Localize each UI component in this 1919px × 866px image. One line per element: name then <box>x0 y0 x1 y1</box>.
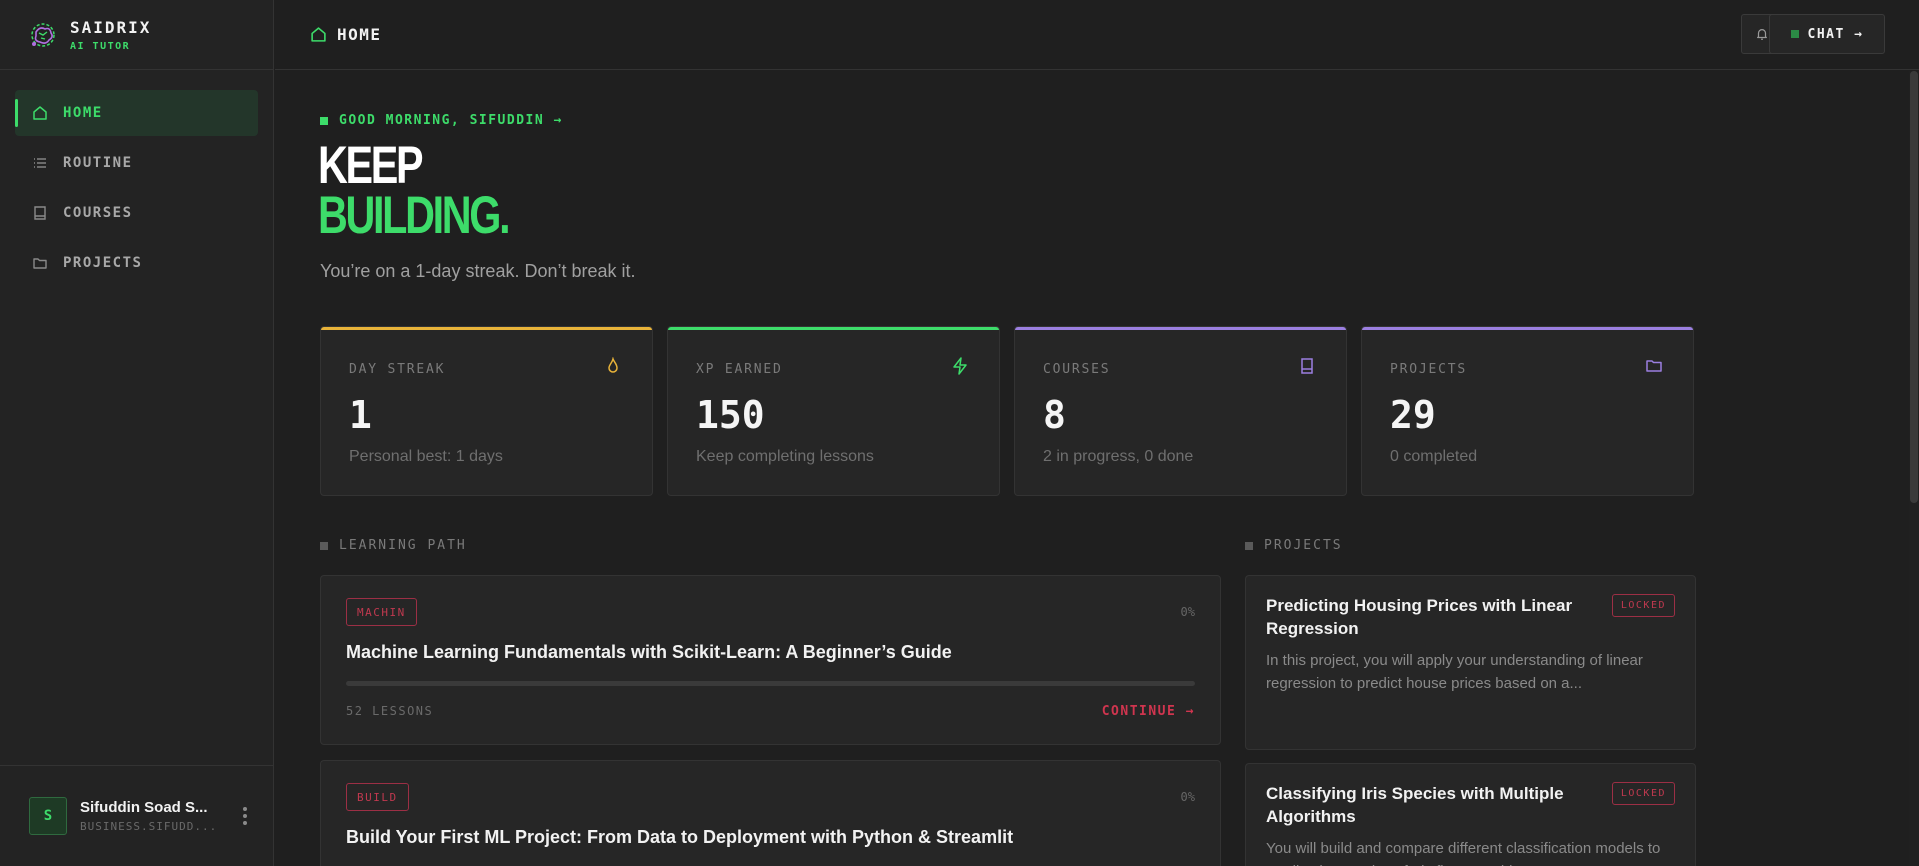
sidebar-item-home[interactable]: HOME <box>15 90 258 136</box>
list-icon <box>31 154 49 172</box>
stat-card-xp-earned: XP EARNED 150 Keep completing lessons <box>667 326 1000 496</box>
project-card[interactable]: Classifying Iris Species with Multiple A… <box>1245 763 1696 866</box>
course-percent: 0% <box>1180 790 1195 804</box>
hero-headline: KEEP BUILDING. <box>318 136 511 245</box>
stat-card-courses: COURSES 8 2 in progress, 0 done <box>1014 326 1347 496</box>
stat-title: XP EARNED <box>696 362 783 377</box>
stat-value: 150 <box>696 393 765 437</box>
course-title: Build Your First ML Project: From Data t… <box>346 827 1014 847</box>
sidebar-item-projects[interactable]: PROJECTS <box>15 240 258 286</box>
stat-value: 8 <box>1043 393 1066 437</box>
greeting: GOOD MORNING, SIFUDDIN → <box>320 113 563 128</box>
brand-name: SAIDRIX <box>70 17 152 37</box>
course-card[interactable]: MACHIN 0% Machine Learning Fundamentals … <box>320 575 1221 745</box>
streak-message: You’re on a 1-day streak. Don’t break it… <box>320 261 636 281</box>
stat-note: 2 in progress, 0 done <box>1043 448 1194 465</box>
locked-badge: LOCKED <box>1611 594 1675 617</box>
sidebar-item-courses[interactable]: COURSES <box>15 190 258 236</box>
projects-heading: PROJECTS <box>1245 538 1343 553</box>
hero-line-1: KEEP <box>318 136 424 195</box>
sidebar-item-label: COURSES <box>63 205 133 221</box>
home-icon <box>311 27 326 42</box>
topbar: HOME CHAT → <box>275 0 1919 70</box>
section-title: LEARNING PATH <box>339 538 467 553</box>
stat-title: DAY STREAK <box>349 362 446 377</box>
course-tag: MACHIN <box>346 598 417 626</box>
breadcrumb-label: HOME <box>337 25 382 44</box>
project-card[interactable]: Predicting Housing Prices with Linear Re… <box>1245 575 1696 750</box>
chat-button-label: CHAT → <box>1807 26 1864 42</box>
stat-accent-bar <box>1015 327 1346 330</box>
stat-note: Personal best: 1 days <box>349 448 503 465</box>
stat-card-projects: PROJECTS 29 0 completed <box>1361 326 1694 496</box>
stat-card-day-streak: DAY STREAK 1 Personal best: 1 days <box>320 326 653 496</box>
stat-value: 1 <box>349 393 372 437</box>
project-title: Classifying Iris Species with Multiple A… <box>1266 784 1564 826</box>
course-tag: BUILD <box>346 783 409 811</box>
flame-icon <box>608 357 618 373</box>
section-title: PROJECTS <box>1264 538 1343 553</box>
folder-icon <box>31 254 49 272</box>
main-content: GOOD MORNING, SIFUDDIN → KEEP BUILDING. … <box>275 71 1919 866</box>
lightning-icon <box>953 357 967 375</box>
continue-button[interactable]: CONTINUE → <box>1101 704 1195 719</box>
stat-title: PROJECTS <box>1390 362 1468 377</box>
greeting-marker <box>320 116 328 125</box>
sidebar-nav: HOME ROUTINE COURSES PROJECTS <box>0 70 273 286</box>
section-marker <box>1245 541 1253 550</box>
course-title: Machine Learning Fundamentals with Sciki… <box>346 642 952 662</box>
hero-line-2: BUILDING. <box>318 186 511 245</box>
status-dot <box>1790 30 1799 38</box>
learning-path-heading: LEARNING PATH <box>320 538 467 553</box>
user-name: Sifuddin Soad S... <box>80 799 208 816</box>
scrollbar[interactable] <box>1909 71 1919 866</box>
brand-subtitle: AI TUTOR <box>70 40 131 52</box>
avatar: S <box>29 797 67 835</box>
stat-note: 0 completed <box>1390 448 1478 465</box>
stat-title: COURSES <box>1043 362 1111 377</box>
chat-button[interactable]: CHAT → <box>1769 14 1885 54</box>
sidebar-item-routine[interactable]: ROUTINE <box>15 140 258 186</box>
user-profile[interactable]: S Sifuddin Soad S... BUSINESS.SIFUDD... <box>0 765 273 866</box>
stat-accent-bar <box>1362 327 1693 330</box>
project-title: Predicting Housing Prices with Linear Re… <box>1266 596 1573 638</box>
more-vertical-icon[interactable] <box>237 807 253 825</box>
sidebar-item-label: HOME <box>63 105 103 121</box>
stats-row: DAY STREAK 1 Personal best: 1 days XP EA… <box>320 326 1694 496</box>
stat-value: 29 <box>1390 393 1436 437</box>
home-icon <box>31 104 49 122</box>
user-email: BUSINESS.SIFUDD... <box>80 820 218 833</box>
stat-accent-bar <box>668 327 999 330</box>
breadcrumb: HOME <box>310 25 382 44</box>
book-icon <box>31 204 49 222</box>
stat-accent-bar <box>321 327 652 330</box>
locked-badge: LOCKED <box>1611 782 1675 805</box>
greeting-text: GOOD MORNING, SIFUDDIN → <box>339 113 563 128</box>
sidebar-item-label: ROUTINE <box>63 155 133 171</box>
course-card[interactable]: BUILD 0% Build Your First ML Project: Fr… <box>320 760 1221 866</box>
scrollbar-thumb[interactable] <box>1910 71 1918 503</box>
stat-note: Keep completing lessons <box>696 448 874 465</box>
folder-icon <box>1646 360 1662 372</box>
course-lessons: 52 LESSONS <box>346 704 434 718</box>
project-description: You will build and compare different cla… <box>1266 840 1661 866</box>
brain-logo-icon <box>31 22 55 47</box>
section-marker <box>320 541 328 550</box>
bell-icon <box>1757 29 1767 40</box>
project-description: In this project, you will apply your und… <box>1266 652 1643 692</box>
book-icon <box>1301 358 1313 374</box>
brand[interactable]: SAIDRIX AI TUTOR <box>0 0 273 70</box>
course-progress-bar <box>346 681 1195 686</box>
course-percent: 0% <box>1180 605 1195 619</box>
sidebar-item-label: PROJECTS <box>63 255 143 271</box>
sidebar: SAIDRIX AI TUTOR HOME ROUTINE COURSES <box>0 0 274 866</box>
